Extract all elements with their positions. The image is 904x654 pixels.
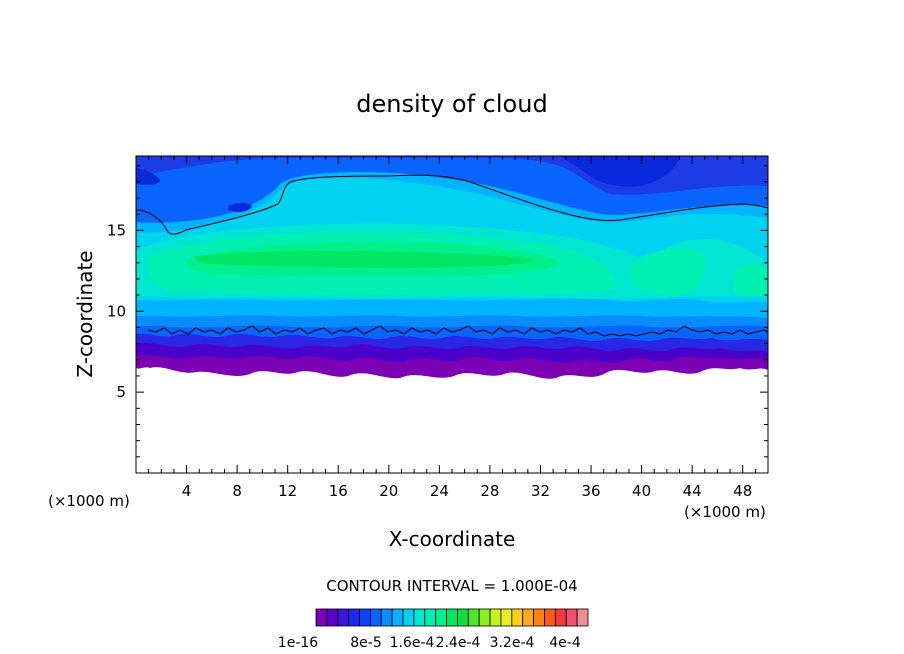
cloud-layer-top-deep	[136, 156, 680, 213]
colorbar-swatch	[500, 608, 513, 627]
colorbar-swatch	[315, 608, 328, 627]
y-axis: 5 10 15	[107, 165, 768, 458]
cloud-layer-deepgreen	[194, 250, 540, 268]
colorbar-label: 3.2e-4	[490, 635, 535, 651]
colorbar-swatch	[522, 608, 534, 627]
contour-line-cloud-base	[147, 325, 769, 337]
colorbar-label: 2.4e-4	[436, 635, 481, 651]
x-axis: 4 8 12 16 20 24 28 32 36 40 44 48	[148, 156, 756, 500]
x-tick-label: 48	[733, 482, 752, 500]
y-tick-label: 5	[116, 383, 126, 401]
colorbar	[315, 608, 589, 627]
x-axis-unit: (×1000 m)	[48, 492, 130, 510]
colorbar-swatch	[544, 608, 556, 627]
contour-interval-text: CONTOUR INTERVAL = 1.000E-04	[326, 577, 577, 595]
chart-title: density of cloud	[356, 90, 547, 118]
x-tick-label: 28	[480, 482, 499, 500]
colorbar-swatch	[337, 608, 350, 627]
x-tick-label: 32	[531, 482, 550, 500]
colorbar-swatch	[467, 608, 480, 627]
colorbar-swatch	[489, 608, 502, 627]
colorbar-swatch	[413, 608, 426, 627]
y-axis-unit: (×1000 m)	[684, 503, 766, 521]
y-tick-label: 10	[107, 302, 126, 320]
colorbar-swatch	[326, 608, 339, 627]
y-tick-label: 15	[107, 221, 126, 239]
colorbar-swatch	[359, 608, 371, 627]
x-axis-label: X-coordinate	[389, 527, 516, 551]
colorbar-labels: 1e-16 8e-5 1.6e-4 2.4e-4 3.2e-4 4e-4	[278, 635, 581, 651]
x-tick-label: 8	[232, 482, 242, 500]
colorbar-label: 8e-5	[350, 635, 381, 651]
x-tick-label: 40	[632, 482, 651, 500]
plot-area	[136, 156, 768, 473]
colorbar-swatch	[457, 608, 469, 627]
x-tick-label: 12	[278, 482, 297, 500]
colorbar-swatch	[369, 608, 382, 627]
x-tick-label: 16	[329, 482, 348, 500]
x-tick-label: 44	[683, 482, 702, 500]
colorbar-swatch	[380, 608, 393, 627]
colorbar-swatch	[391, 608, 404, 627]
colorbar-swatch	[348, 608, 360, 627]
colorbar-swatch	[446, 608, 458, 627]
y-axis-label: Z-coordinate	[73, 250, 97, 377]
colorbar-swatch	[435, 608, 447, 627]
colorbar-swatch	[424, 608, 437, 627]
colorbar-label: 1.6e-4	[390, 635, 435, 651]
colorbar-swatch	[554, 608, 567, 627]
colorbar-swatch	[576, 608, 589, 627]
colorbar-label: 1e-16	[278, 635, 318, 651]
colorbar-swatch	[478, 608, 491, 627]
x-tick-label: 36	[581, 482, 600, 500]
colorbar-swatch	[511, 608, 524, 627]
x-tick-label: 24	[430, 482, 449, 500]
colorbar-swatch	[565, 608, 578, 627]
x-tick-label: 4	[182, 482, 192, 500]
contour-line-upper	[135, 174, 769, 235]
colorbar-swatch	[402, 608, 415, 627]
colorbar-label: 4e-4	[549, 635, 581, 651]
x-tick-label: 20	[379, 482, 398, 500]
colorbar-swatch	[533, 608, 545, 627]
